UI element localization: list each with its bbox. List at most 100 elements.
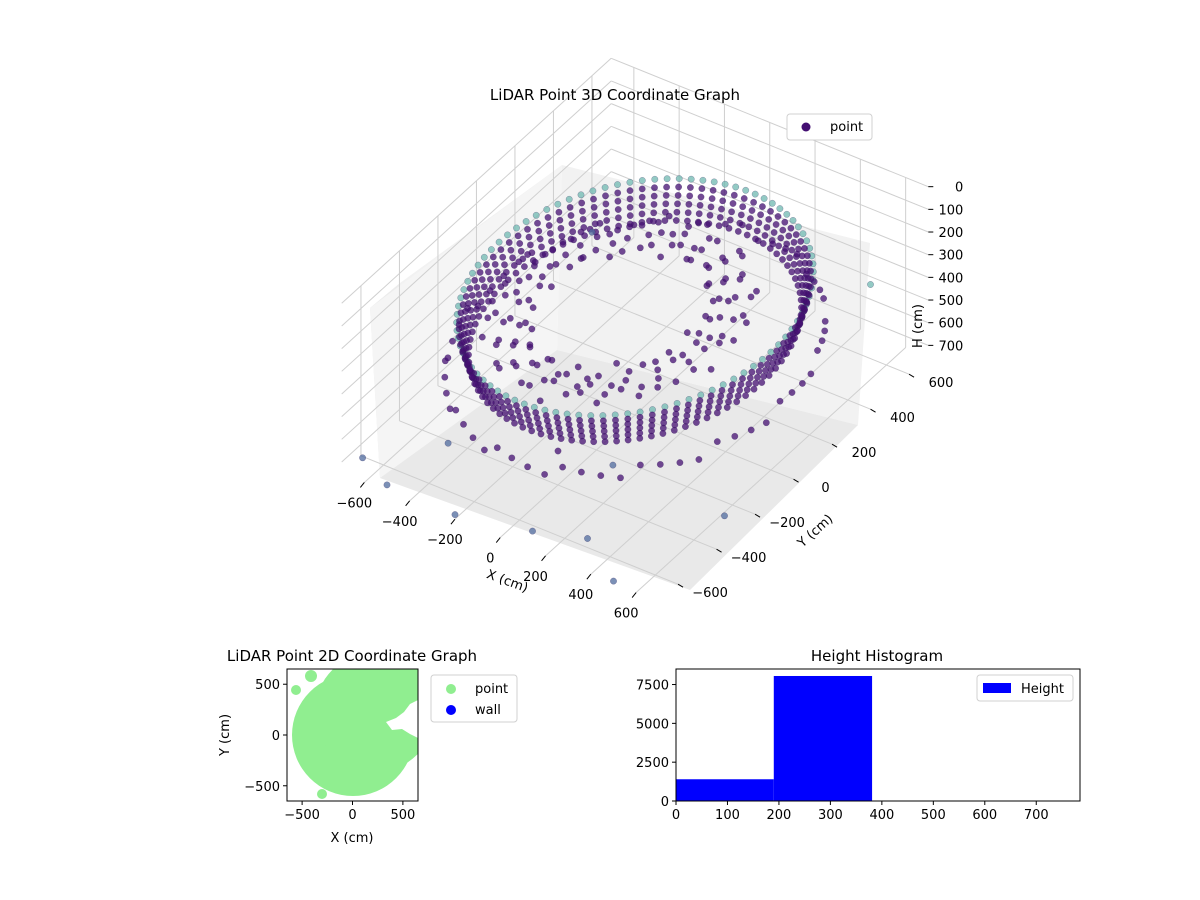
scatter-point <box>719 381 727 389</box>
scatter-point <box>576 241 584 249</box>
scatter-point <box>651 175 659 183</box>
scatter-point <box>778 357 785 365</box>
scatter-point <box>468 291 476 299</box>
scatter-point <box>559 240 567 248</box>
scatter-point <box>750 385 758 393</box>
scatter-point <box>636 244 644 252</box>
x-tick-label: 200 <box>767 808 792 823</box>
scatter-point <box>626 212 634 220</box>
scatter-point <box>789 216 797 224</box>
scatter-point <box>788 268 796 276</box>
y-tick-mark <box>677 583 684 588</box>
scatter-point <box>662 191 670 199</box>
scatter-point <box>752 379 760 387</box>
scatter-point <box>669 230 677 238</box>
scatter-point <box>776 205 784 213</box>
scatter-point <box>525 273 533 281</box>
scatter-point <box>636 461 644 469</box>
scatter-point <box>747 426 755 434</box>
scatter-point <box>544 214 552 221</box>
scatter-point <box>565 195 573 203</box>
scatter-point <box>636 434 644 442</box>
scatter-point <box>790 238 798 246</box>
scatter-point <box>753 227 761 235</box>
scatter-point <box>489 405 497 412</box>
histogram-bar <box>773 675 873 801</box>
scatter-point <box>729 200 737 207</box>
scatter-point <box>536 282 544 290</box>
scatter-point <box>661 217 669 225</box>
scatter-point <box>797 311 805 319</box>
grid-line <box>341 80 612 327</box>
scatter-point <box>474 261 482 269</box>
scatter-point <box>685 358 693 366</box>
scatter-point <box>717 392 725 400</box>
scatter-point <box>654 374 662 382</box>
scatter-point <box>681 423 689 431</box>
legend-swatch-height <box>983 683 1011 693</box>
scatter-point <box>816 286 824 294</box>
scatter-point <box>677 241 685 249</box>
scatter-point <box>731 432 739 440</box>
scatter-point <box>788 246 796 254</box>
scatter-point <box>797 296 805 304</box>
scatter-point <box>731 293 739 301</box>
scatter-point <box>787 224 795 232</box>
chart-3d-legend: point <box>786 113 873 141</box>
scatter-point <box>515 277 523 285</box>
legend-label-point: point <box>475 682 508 697</box>
scatter-point <box>606 230 614 238</box>
scatter-point <box>590 438 598 446</box>
scatter-point <box>451 511 459 519</box>
scatter-point <box>715 222 723 230</box>
scatter-point <box>548 237 555 245</box>
scatter-point <box>626 203 634 211</box>
scatter-point <box>603 225 611 233</box>
scatter-point <box>601 390 609 398</box>
y-tick-mark <box>793 478 799 483</box>
scatter-point <box>725 398 732 406</box>
x-tick-label: 500 <box>390 808 415 823</box>
scatter-point <box>765 372 773 379</box>
scatter-point <box>685 223 693 230</box>
scatter-point <box>739 312 747 319</box>
scatter-point <box>531 258 539 266</box>
scatter-point <box>810 278 818 286</box>
scatter-point <box>759 355 766 363</box>
scatter-point <box>623 234 631 242</box>
scatter-point <box>524 225 531 233</box>
scatter-point <box>792 231 800 239</box>
x-tick-mark <box>541 555 546 562</box>
y-tick-mark <box>754 513 761 518</box>
grid-line <box>341 125 612 372</box>
scatter-point <box>716 398 724 406</box>
scatter-point <box>699 176 707 184</box>
scatter-point <box>768 199 776 207</box>
scatter-point <box>674 191 682 199</box>
y-tick-label: 600 <box>929 376 954 391</box>
z-tick-label: 0 <box>955 181 963 196</box>
scatter-point <box>791 334 799 342</box>
scatter-point <box>754 237 762 245</box>
scatter-point <box>588 228 596 236</box>
scatter-point <box>471 380 479 388</box>
scatter-point <box>742 319 750 327</box>
scatter-point <box>478 333 486 341</box>
scatter-point <box>495 336 503 344</box>
scatter-point <box>589 187 597 195</box>
scatter-point <box>787 342 795 350</box>
scatter-point <box>721 180 729 188</box>
scatter-point <box>487 246 495 254</box>
scatter-point <box>442 389 450 397</box>
scatter-point <box>625 367 633 375</box>
scatter-point <box>504 276 512 284</box>
scatter-point <box>468 328 476 336</box>
scatter-point <box>647 432 655 440</box>
x-tick-label: 200 <box>523 570 548 585</box>
grid-line <box>611 193 929 324</box>
scatter-point <box>562 251 570 259</box>
scatter-point <box>614 197 622 205</box>
scatter-point <box>652 358 659 366</box>
scatter-point <box>482 261 490 269</box>
y-tick-label: 0 <box>821 481 829 496</box>
